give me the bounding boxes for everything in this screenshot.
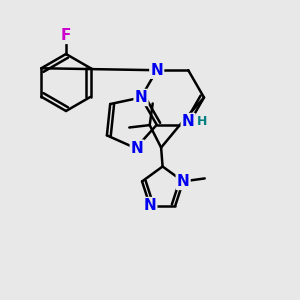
Text: N: N [182, 114, 194, 129]
Text: N: N [131, 141, 143, 156]
Text: N: N [143, 198, 156, 213]
Text: N: N [135, 90, 147, 105]
Text: N: N [150, 63, 163, 78]
Text: H: H [197, 115, 207, 128]
Text: F: F [61, 28, 71, 43]
Text: N: N [177, 174, 190, 189]
